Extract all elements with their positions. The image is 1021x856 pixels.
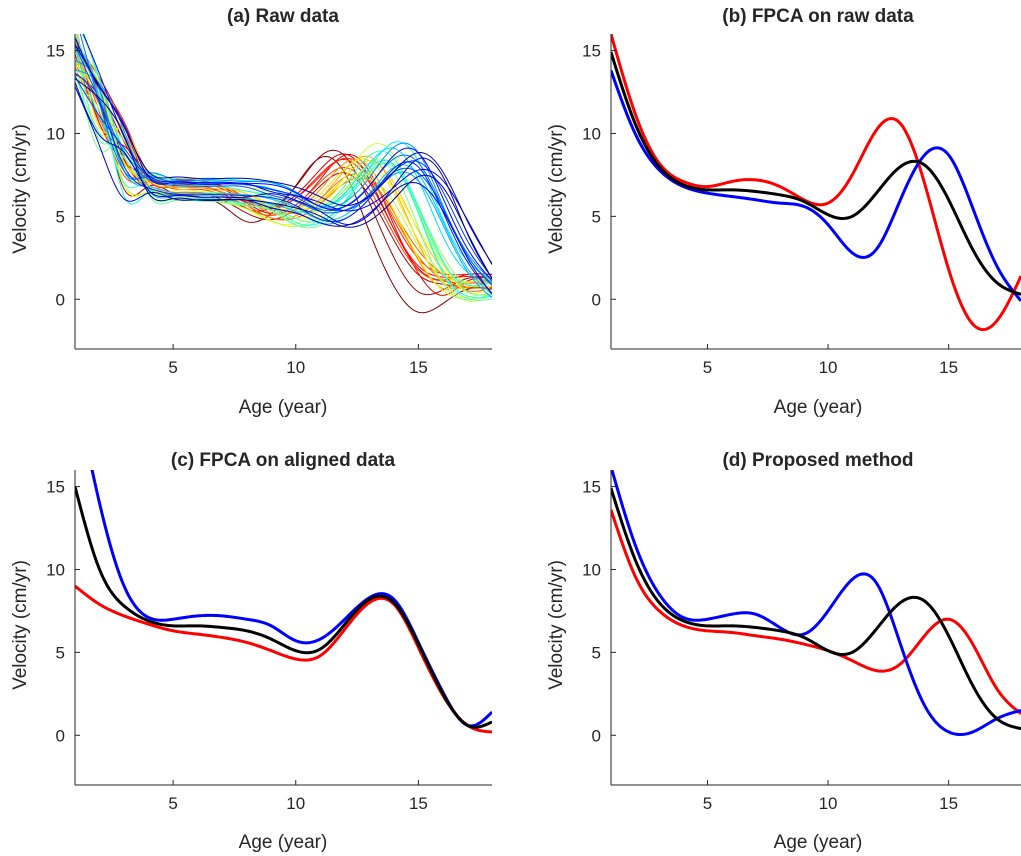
x-tick-label: 10 xyxy=(819,358,838,377)
panel-d-x-axis-label: Age (year) xyxy=(774,832,863,853)
x-tick-label: 15 xyxy=(939,358,958,377)
panel-d-y-axis-label: Velocity (cm/yr) xyxy=(546,560,567,690)
x-tick-label: 5 xyxy=(168,794,177,813)
panel-b: (b) FPCA on raw data 5 10 15 0 5 10 15 Age (ye… xyxy=(546,6,1021,418)
raw-data-curve xyxy=(75,37,492,265)
panel-a-y-axis-label: Velocity (cm/yr) xyxy=(10,124,31,254)
y-tick-label: 10 xyxy=(582,124,601,143)
y-tick-label: 0 xyxy=(56,290,65,309)
y-tick-label: 5 xyxy=(56,207,65,226)
raw-data-curve xyxy=(75,92,492,302)
y-tick-label: 5 xyxy=(592,207,601,226)
panel-c-y-axis-label: Velocity (cm/yr) xyxy=(10,560,31,690)
y-tick-label: 15 xyxy=(582,42,601,61)
raw-data-curve xyxy=(75,63,492,290)
x-tick-label: 5 xyxy=(168,358,177,377)
panel-c-series-line-3 xyxy=(75,486,492,729)
panel-c-curves xyxy=(75,470,492,734)
panel-b-title: (b) FPCA on raw data xyxy=(722,6,914,27)
panel-a-curves xyxy=(75,34,492,314)
x-tick-label: 15 xyxy=(409,358,428,377)
raw-data-curve xyxy=(75,43,492,264)
panel-b-curves xyxy=(611,34,1021,332)
raw-data-curve xyxy=(77,34,492,284)
raw-data-curve xyxy=(75,81,492,279)
panel-d-plot-area xyxy=(610,470,1021,786)
raw-data-curve xyxy=(83,34,492,281)
raw-data-curve xyxy=(75,60,492,281)
raw-data-curve xyxy=(75,46,492,299)
panel-c-x-axis-label: Age (year) xyxy=(239,832,328,853)
y-tick-label: 0 xyxy=(56,726,65,745)
panel-d-series-line-3 xyxy=(611,487,1021,731)
panel-d: (d) Proposed method 5 10 15 0 5 10 15 Age (yea… xyxy=(546,450,1021,853)
panel-d-title: (d) Proposed method xyxy=(722,450,913,471)
x-tick-label: 5 xyxy=(703,358,712,377)
x-tick-label: 5 xyxy=(703,794,712,813)
y-tick-label: 0 xyxy=(592,290,601,309)
raw-data-curve xyxy=(75,78,492,279)
panel-a: (a) Raw data 5 10 15 0 5 10 15 Age (year) Velo… xyxy=(10,6,492,418)
y-tick-label: 15 xyxy=(46,478,65,497)
y-tick-label: 15 xyxy=(582,478,601,497)
panel-d-curves xyxy=(611,470,1021,737)
y-tick-label: 10 xyxy=(46,560,65,579)
x-tick-label: 15 xyxy=(939,794,958,813)
x-tick-label: 10 xyxy=(286,794,305,813)
panel-b-series-line-3 xyxy=(611,51,1021,296)
y-tick-label: 5 xyxy=(56,643,65,662)
panel-b-plot-area xyxy=(610,34,1021,350)
raw-data-curve xyxy=(75,69,492,299)
panel-c-tick-labels: 5 10 15 0 5 10 15 xyxy=(46,478,428,813)
raw-data-curve xyxy=(75,86,492,295)
raw-data-curve xyxy=(75,71,492,298)
panel-d-series-line-1 xyxy=(611,509,1021,715)
panel-b-y-axis-label: Velocity (cm/yr) xyxy=(546,124,567,254)
panel-d-tick-labels: 5 10 15 0 5 10 15 xyxy=(582,478,958,813)
y-tick-label: 10 xyxy=(582,560,601,579)
y-tick-label: 5 xyxy=(592,643,601,662)
panel-c-plot-area xyxy=(74,470,492,786)
panel-d-series-line-2 xyxy=(611,470,1021,737)
panel-c: (c) FPCA on aligned data 5 10 15 0 5 10 15 Age… xyxy=(10,450,492,853)
raw-data-curve xyxy=(75,34,492,287)
panel-b-tick-labels: 5 10 15 0 5 10 15 xyxy=(582,42,958,377)
panel-a-title: (a) Raw data xyxy=(227,6,339,27)
x-tick-label: 15 xyxy=(409,794,428,813)
y-tick-label: 10 xyxy=(46,124,65,143)
panel-c-series-line-2 xyxy=(90,470,492,728)
raw-data-curve xyxy=(75,45,492,286)
y-tick-label: 0 xyxy=(592,726,601,745)
panel-a-tick-labels: 5 10 15 0 5 10 15 xyxy=(46,42,428,377)
raw-data-curve xyxy=(75,72,492,294)
panel-c-title: (c) FPCA on aligned data xyxy=(171,450,396,471)
panel-b-x-axis-label: Age (year) xyxy=(774,397,863,418)
x-tick-label: 10 xyxy=(819,794,838,813)
x-tick-label: 10 xyxy=(286,358,305,377)
raw-data-curve xyxy=(75,75,492,279)
raw-data-curve xyxy=(75,39,492,289)
panel-b-series-line-2 xyxy=(611,69,1021,302)
panel-b-series-line-1 xyxy=(611,34,1021,332)
panel-a-plot-area xyxy=(74,34,492,350)
panel-a-x-axis-label: Age (year) xyxy=(239,397,328,418)
y-tick-label: 15 xyxy=(46,42,65,61)
